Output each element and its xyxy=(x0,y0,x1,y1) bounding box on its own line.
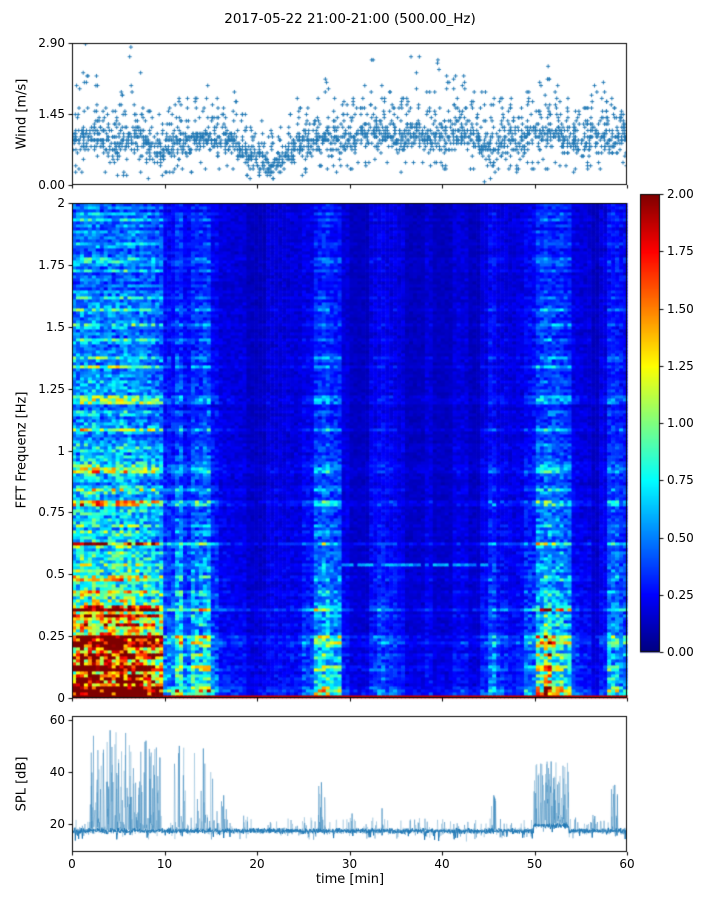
time-xtick-label: 0 xyxy=(68,857,76,871)
fft-ytick-label: 2 xyxy=(57,196,65,210)
x-axis-label: time [min] xyxy=(315,872,385,887)
time-xtick-label: 30 xyxy=(341,857,358,871)
colorbar-tick-label: 0.75 xyxy=(667,473,694,488)
colorbar-tick-label: 1.75 xyxy=(667,244,694,259)
wind-y-axis-label: Wind [m/s] xyxy=(14,78,30,150)
fft-ytick-label: 1.5 xyxy=(45,319,65,334)
spl-ytick-label: 20 xyxy=(49,816,65,831)
wind-ytick-label: 1.45 xyxy=(38,107,65,121)
fft-ytick-label: 0.5 xyxy=(45,567,65,582)
colorbar-tick-label: 1.25 xyxy=(667,358,694,373)
colorbar-tick-label: 0.50 xyxy=(667,530,694,545)
spl-y-axis-label: SPL [dB] xyxy=(14,756,30,812)
fft-ytick-label: 1.25 xyxy=(38,381,65,396)
time-xtick-label: 20 xyxy=(249,857,265,871)
fft-ytick-label: 1.75 xyxy=(38,257,65,272)
spl-ytick-label: 40 xyxy=(49,764,65,779)
time-xtick-label: 60 xyxy=(619,857,635,871)
fft-ytick-label: 0.75 xyxy=(38,505,65,520)
fft-ytick-label: 0 xyxy=(57,691,65,705)
time-xtick-label: 10 xyxy=(156,857,173,871)
wind-ytick-label: 2.90 xyxy=(38,36,65,50)
colorbar-tick-label: 1.00 xyxy=(667,416,694,430)
spl-ytick-label: 60 xyxy=(49,712,65,727)
colorbar-tick-label: 2.00 xyxy=(667,187,694,201)
fft-ytick-label: 0.25 xyxy=(38,629,65,644)
colorbar-tick-label: 1.50 xyxy=(667,301,694,316)
colorbar-tick-label: 0.25 xyxy=(667,587,694,602)
time-xtick-label: 40 xyxy=(434,857,450,871)
colorbar-tick-label: 0.00 xyxy=(667,645,694,659)
time-xtick-label: 50 xyxy=(526,857,543,871)
fft-ytick-label: 1 xyxy=(57,443,65,458)
wind-ytick-label: 0.00 xyxy=(38,178,65,192)
figure-title: 2017-05-22 21:00-21:00 (500.00_Hz) xyxy=(224,11,476,27)
fft-y-axis-label: FFT Frequenz [Hz] xyxy=(14,391,30,509)
